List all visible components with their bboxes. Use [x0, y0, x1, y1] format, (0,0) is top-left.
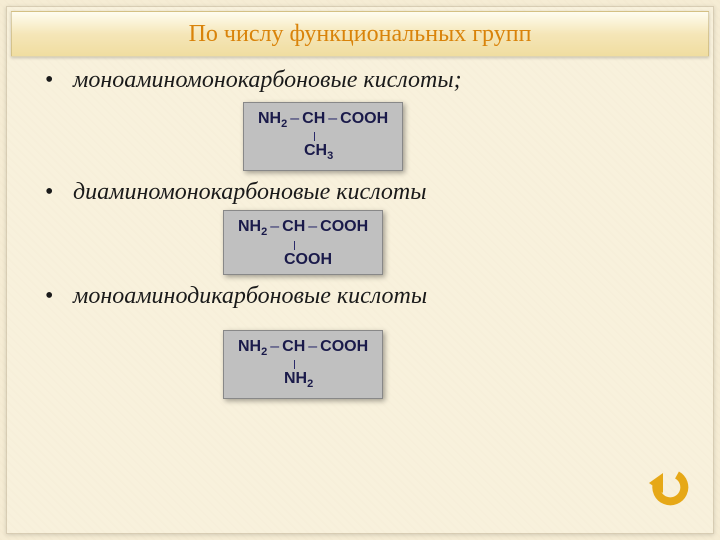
list-item: моноаминодикарбоновые кислоты	[37, 283, 683, 310]
formula-main-row: NH2–CH–COOH	[258, 109, 388, 134]
formula-main-row: NH2–CH–COOH	[238, 217, 368, 242]
bullet-list: моноаминомонокарбоновые кислоты; NH2–CH–…	[37, 67, 683, 407]
formula-part: CH	[302, 110, 325, 127]
formula-sub-row: CH3	[258, 141, 388, 166]
formula-part: CH	[282, 338, 305, 355]
list-item-text: моноаминомонокарбоновые кислоты;	[73, 67, 462, 93]
formula-box-3: NH2–CH–COOH NH2	[223, 330, 383, 399]
formula-sub: 3	[327, 150, 333, 162]
formula-part: NH	[238, 338, 261, 355]
formula-part: COOH	[320, 218, 368, 235]
formula-part: CH	[304, 142, 327, 159]
list-item-text: моноаминодикарбоновые кислоты	[73, 283, 427, 309]
bond-dash: –	[305, 338, 320, 355]
formula-box-2: NH2–CH–COOH COOH	[223, 210, 383, 274]
formula-sub-row: COOH	[238, 250, 368, 270]
formula-part: COOH	[320, 338, 368, 355]
bond-dash: –	[267, 218, 282, 235]
list-item: диаминомонокарбоновые кислоты	[37, 179, 683, 206]
formula-part: NH	[238, 218, 261, 235]
bond-dash: –	[325, 110, 340, 127]
bond-dash: –	[287, 110, 302, 127]
formula-part: COOH	[340, 110, 388, 127]
back-button[interactable]	[645, 469, 689, 509]
bond-dash: –	[305, 218, 320, 235]
bond-dash: –	[267, 338, 282, 355]
list-item-text: диаминомонокарбоновые кислоты	[73, 179, 427, 205]
formula-sub: 2	[307, 378, 313, 390]
formula-part: NH	[258, 110, 281, 127]
slide-frame: По числу функциональных групп моноамином…	[6, 6, 714, 534]
return-arrow-icon	[645, 496, 689, 513]
formula-main-row: NH2–CH–COOH	[238, 337, 368, 362]
formula-part: NH	[284, 370, 307, 387]
formula-part: COOH	[284, 251, 332, 268]
title-bar: По числу функциональных групп	[11, 11, 709, 57]
formula-sub-row: NH2	[238, 369, 368, 394]
slide-content: моноаминомонокарбоновые кислоты; NH2–CH–…	[7, 57, 713, 407]
slide-title: По числу функциональных групп	[189, 21, 532, 48]
formula-box-1: NH2–CH–COOH CH3	[243, 102, 403, 171]
formula-part: CH	[282, 218, 305, 235]
list-item: моноаминомонокарбоновые кислоты;	[37, 67, 683, 94]
